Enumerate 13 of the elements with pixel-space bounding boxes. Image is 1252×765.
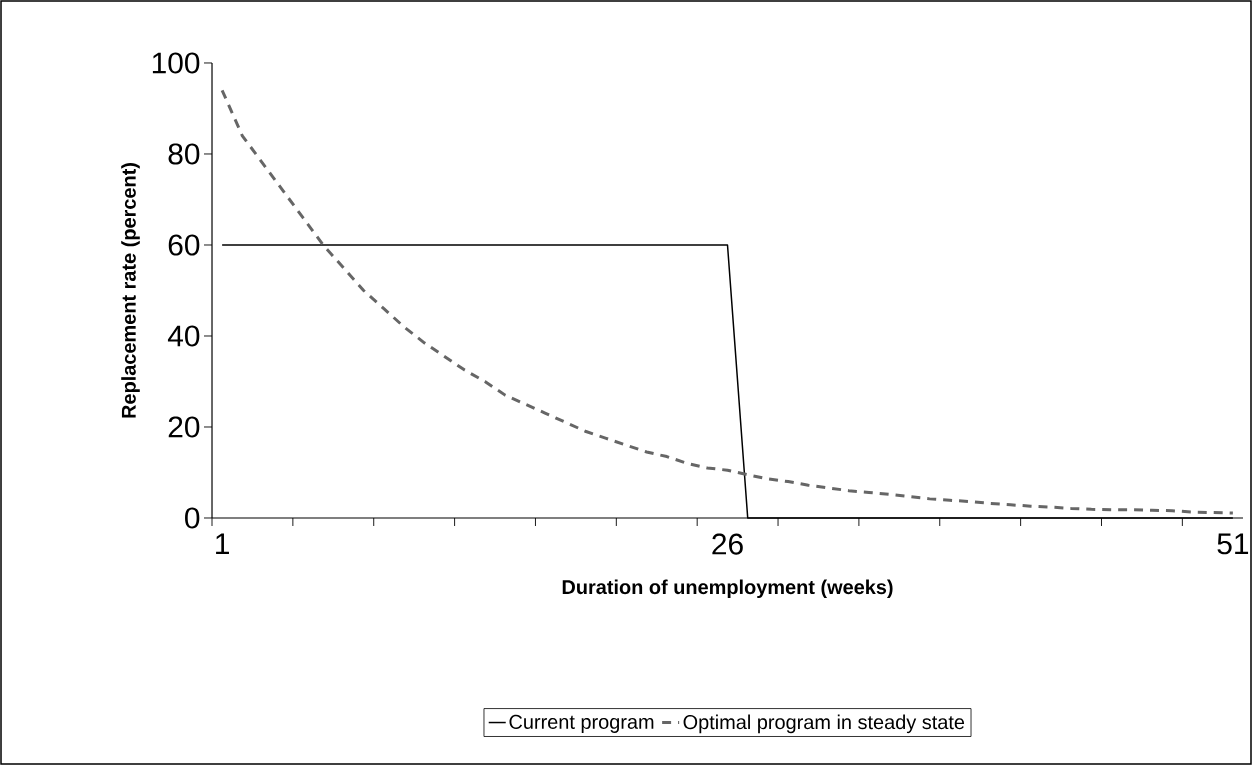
x-tick-label: 1 [216, 533, 229, 555]
y-tick-label: 100 [152, 52, 200, 74]
legend-label: Optimal program in steady state [683, 714, 965, 734]
y-tick-label: 60 [168, 234, 200, 256]
legend-label: Current program [509, 714, 654, 733]
x-tick-label: 51 [1217, 533, 1249, 555]
y-axis-title: Replacement rate (percent) [121, 163, 140, 418]
y-tick-label: 20 [168, 416, 200, 438]
y-tick-label: 0 [185, 507, 200, 529]
y-tick-label: 80 [168, 143, 200, 165]
y-tick-label: 40 [167, 325, 200, 347]
x-axis-title: Duration of unemployment (weeks) [562, 579, 893, 599]
x-tick-label: 26 [712, 533, 743, 555]
